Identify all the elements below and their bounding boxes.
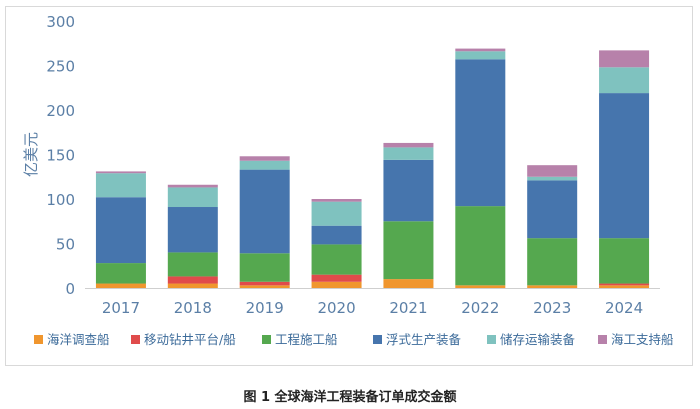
bar-2017-series-2 <box>95 263 146 284</box>
bar-2024-series-0 <box>599 285 650 288</box>
bar-2021-series-5 <box>383 142 434 148</box>
x-tick-label: 2018 <box>174 299 212 317</box>
bar-2023-series-5 <box>527 165 578 177</box>
y-tick-label: 0 <box>65 280 75 298</box>
legend-label: 海洋调查船 <box>47 332 110 347</box>
bar-2019-series-2 <box>239 253 290 282</box>
y-tick-label: 200 <box>46 102 75 120</box>
legend-label: 浮式生产装备 <box>386 332 462 347</box>
y-tick-label: 150 <box>46 147 75 165</box>
bar-2023-series-4 <box>527 176 578 181</box>
legend-swatch <box>373 335 382 344</box>
bar-2022-series-2 <box>455 206 506 286</box>
bar-2021-series-0 <box>383 279 434 288</box>
legend-label: 工程施工船 <box>275 332 338 347</box>
y-tick-label: 50 <box>56 236 75 254</box>
bar-2018-series-2 <box>167 252 218 277</box>
bar-2020-series-3 <box>311 225 362 245</box>
bar-2024-series-1 <box>599 283 650 286</box>
bar-2023-series-0 <box>527 285 578 288</box>
y-tick-label: 300 <box>46 13 75 31</box>
bar-2021-series-4 <box>383 147 434 160</box>
figure-caption: 图 1 全球海洋工程装备订单成交金额 <box>243 390 457 405</box>
bar-2019-series-1 <box>239 281 290 286</box>
bar-2019-series-0 <box>239 285 290 288</box>
bar-2020-series-4 <box>311 201 362 226</box>
x-tick-label: 2020 <box>317 299 355 317</box>
bar-2019-series-5 <box>239 156 290 161</box>
bar-2020-series-0 <box>311 281 362 288</box>
legend-label: 海工支持船 <box>611 332 674 347</box>
bar-2024-series-5 <box>599 50 650 68</box>
bar-2020-series-5 <box>311 199 362 202</box>
y-tick-label: 250 <box>46 58 75 76</box>
legend-swatch <box>598 335 607 344</box>
bar-2018-series-4 <box>167 187 218 208</box>
y-tick-label: 100 <box>46 191 75 209</box>
bar-2022-series-0 <box>455 285 506 288</box>
x-tick-label: 2024 <box>605 299 643 317</box>
legend-label: 移动钻井平台/船 <box>144 332 236 347</box>
legend-swatch <box>131 335 140 344</box>
bar-2018-series-1 <box>167 276 218 284</box>
bar-2024-series-2 <box>599 238 650 284</box>
bar-2023-series-2 <box>527 238 578 286</box>
bar-2024-series-4 <box>599 67 650 94</box>
bar-2018-series-5 <box>167 184 218 188</box>
bar-2017-series-3 <box>95 197 146 264</box>
bar-2017-series-4 <box>95 173 146 198</box>
legend-swatch <box>487 335 496 344</box>
x-tick-label: 2017 <box>102 299 140 317</box>
bar-2020-series-2 <box>311 244 362 275</box>
legend-swatch <box>34 335 43 344</box>
x-tick-label: 2021 <box>389 299 427 317</box>
bar-2017-series-0 <box>95 283 146 288</box>
bar-2019-series-4 <box>239 160 290 170</box>
bar-2023-series-3 <box>527 180 578 239</box>
bar-2021-series-3 <box>383 159 434 222</box>
bar-2022-series-5 <box>455 48 506 52</box>
bar-2024-series-3 <box>599 93 650 239</box>
bar-2020-series-1 <box>311 274 362 282</box>
x-tick-label: 2022 <box>461 299 499 317</box>
bar-2017-series-5 <box>95 171 146 174</box>
bar-2019-series-3 <box>239 169 290 254</box>
bar-2018-series-0 <box>167 283 218 288</box>
stacked-bar-chart: 0 50 100 150 200 250 300 亿美元 2017 2018 2019 2020 202… <box>22 13 674 347</box>
x-tick-label: 2023 <box>533 299 571 317</box>
x-tick-label: 2019 <box>246 299 284 317</box>
legend-swatch <box>262 335 271 344</box>
bar-2022-series-3 <box>455 59 506 207</box>
bar-2018-series-3 <box>167 207 218 253</box>
bar-2021-series-2 <box>383 221 434 280</box>
legend-label: 储存运输装备 <box>500 332 576 347</box>
bar-2022-series-4 <box>455 51 506 60</box>
y-axis-title: 亿美元 <box>22 132 40 177</box>
